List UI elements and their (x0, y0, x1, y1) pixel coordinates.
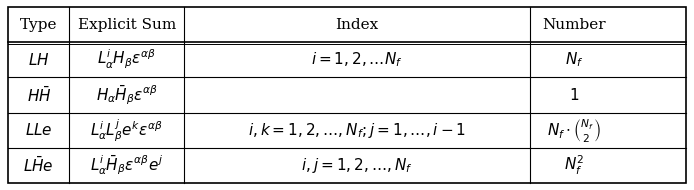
Text: Type: Type (20, 18, 58, 32)
Text: Explicit Sum: Explicit Sum (78, 18, 176, 32)
Text: Index: Index (335, 18, 379, 32)
Text: $1$: $1$ (569, 87, 579, 103)
Text: $H\bar{H}$: $H\bar{H}$ (26, 86, 51, 104)
Text: $L\bar{H}e$: $L\bar{H}e$ (24, 156, 54, 175)
Text: $L^{i}_{\alpha}\bar{H}_{\beta}\epsilon^{\alpha\beta}e^{j}$: $L^{i}_{\alpha}\bar{H}_{\beta}\epsilon^{… (90, 154, 164, 177)
Text: $i,k=1,2,\ldots,N_f; j=1,\ldots,i-1$: $i,k=1,2,\ldots,N_f; j=1,\ldots,i-1$ (248, 121, 466, 140)
Text: $L^{i}_{\alpha}L^{j}_{\beta}e^{k}\epsilon^{\alpha\beta}$: $L^{i}_{\alpha}L^{j}_{\beta}e^{k}\epsilo… (90, 117, 163, 144)
Text: $i,j=1,2,\ldots,N_f$: $i,j=1,2,\ldots,N_f$ (301, 156, 413, 175)
Text: $N_f\cdot\binom{N_f}{2}$: $N_f\cdot\binom{N_f}{2}$ (547, 117, 601, 144)
Text: $L^{i}_{\alpha}H_{\beta}\epsilon^{\alpha\beta}$: $L^{i}_{\alpha}H_{\beta}\epsilon^{\alpha… (97, 48, 156, 71)
Text: $N_f$: $N_f$ (565, 51, 583, 69)
Text: $LLe$: $LLe$ (25, 122, 53, 138)
Text: Number: Number (542, 18, 606, 32)
Text: $H_{\alpha}\bar{H}_{\beta}\epsilon^{\alpha\beta}$: $H_{\alpha}\bar{H}_{\beta}\epsilon^{\alp… (96, 83, 158, 107)
Text: $i=1,2,\ldots N_f$: $i=1,2,\ldots N_f$ (312, 51, 403, 69)
Text: $LH$: $LH$ (28, 52, 49, 68)
Text: $N_f^{2}$: $N_f^{2}$ (564, 154, 584, 177)
